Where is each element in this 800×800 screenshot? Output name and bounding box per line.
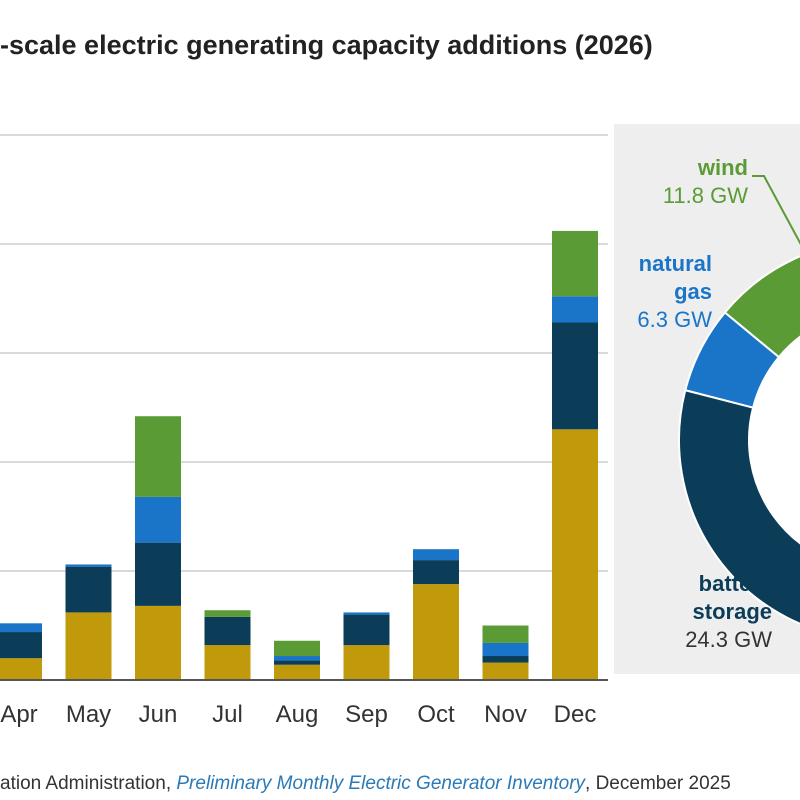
- bar-aug-solar: [274, 664, 320, 680]
- bar-may-solar: [65, 612, 112, 680]
- donut-chart: 147%28%: [678, 175, 800, 625]
- source-note: ation Administration, Preliminary Monthl…: [0, 773, 800, 795]
- battery-storage-label: battery storage 24.3 GW: [614, 570, 772, 654]
- bar-may-natural-gas: [65, 564, 112, 567]
- natural-gas-label-value: 6.3 GW: [637, 307, 712, 332]
- bar-jul-wind: [204, 610, 251, 617]
- x-tick-label: Aug: [276, 701, 319, 728]
- stacked-bar-chart: Apr May Jun Jul Aug Sep Oct Nov Dec: [0, 134, 608, 728]
- x-tick-label: Dec: [554, 701, 597, 728]
- bar-aug-natural-gas: [274, 656, 320, 661]
- bar-dec-battery: [552, 322, 598, 430]
- pie-panel: 147%28% wind 11.8 GW natural gas 6.3 GW …: [614, 124, 800, 674]
- x-tick-label: Apr: [0, 701, 37, 728]
- wind-label: wind 11.8 GW: [614, 154, 748, 210]
- bar-jul-solar: [204, 645, 251, 680]
- battery-label-value: 24.3 GW: [685, 627, 772, 652]
- bar-dec-wind: [552, 230, 598, 297]
- battery-label-line1: battery: [698, 571, 772, 596]
- source-publication-link[interactable]: Preliminary Monthly Electric Generator I…: [176, 773, 586, 794]
- bar-sep-natural-gas: [343, 612, 390, 615]
- bar-dec-natural-gas: [552, 296, 598, 323]
- bar-dec-solar: [552, 429, 598, 680]
- natural-gas-label-line1: natural: [638, 251, 712, 276]
- bar-jun-solar: [135, 605, 181, 680]
- bar-nov-natural-gas: [482, 642, 529, 657]
- wind-leader-line: [752, 175, 800, 245]
- bar-aug-battery: [274, 660, 320, 665]
- bar-jun-battery: [135, 542, 181, 606]
- bar-oct-solar: [413, 584, 459, 680]
- bar-nov-battery: [482, 656, 529, 663]
- wind-slice: [723, 255, 800, 359]
- bar-may-battery: [65, 566, 112, 613]
- bar-oct-natural-gas: [413, 549, 459, 561]
- bar-apr-natural-gas: [0, 623, 42, 633]
- bar-nov-solar: [482, 662, 529, 680]
- bar-apr-solar: [0, 658, 42, 680]
- bar-oct-battery: [413, 560, 459, 585]
- x-tick-label: Jun: [139, 701, 178, 728]
- x-tick-label: Oct: [417, 701, 455, 728]
- bar-jun-natural-gas: [135, 496, 181, 543]
- x-tick-label: Sep: [345, 701, 388, 728]
- source-suffix: , December 2025: [585, 773, 731, 794]
- wind-label-name: wind: [697, 155, 748, 180]
- x-tick-label: May: [66, 701, 111, 728]
- x-tick-label: Nov: [484, 701, 527, 728]
- bar-nov-wind: [482, 625, 529, 643]
- natural-gas-label: natural gas 6.3 GW: [614, 250, 712, 334]
- bar-apr-battery: [0, 632, 42, 659]
- battery-label-line2: storage: [692, 599, 772, 624]
- source-prefix: ation Administration,: [0, 773, 177, 794]
- bar-sep-battery: [343, 614, 390, 646]
- x-tick-label: Jul: [212, 701, 243, 728]
- battery-storage-slice: [678, 389, 800, 625]
- natural-gas-label-line2: gas: [674, 279, 712, 304]
- donut-hole: [749, 336, 800, 544]
- wind-label-value: 11.8 GW: [662, 183, 748, 208]
- chart-title: -scale electric generating capacity addi…: [0, 30, 653, 60]
- bar-sep-solar: [343, 645, 390, 680]
- bar-aug-wind: [274, 640, 320, 657]
- bar-jun-wind: [135, 416, 181, 497]
- bar-jul-battery: [204, 616, 251, 646]
